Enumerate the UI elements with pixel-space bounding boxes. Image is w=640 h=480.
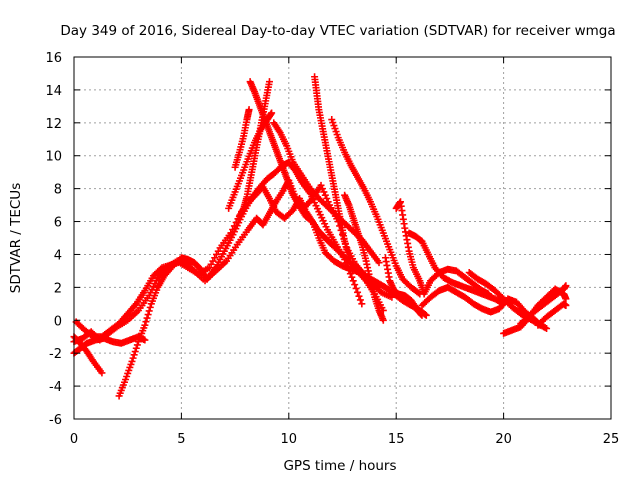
data-point bbox=[131, 348, 139, 356]
data-point bbox=[349, 277, 357, 285]
data-point bbox=[141, 321, 149, 329]
data-point bbox=[351, 281, 359, 289]
data-point bbox=[418, 311, 426, 319]
data-point bbox=[562, 295, 570, 303]
data-point bbox=[133, 341, 141, 349]
data-point bbox=[144, 311, 152, 319]
y-tick-label: 6 bbox=[54, 216, 62, 231]
data-point bbox=[268, 109, 276, 117]
data-point bbox=[142, 318, 150, 326]
data-point bbox=[320, 188, 328, 196]
data-point bbox=[562, 301, 570, 309]
data-point bbox=[130, 351, 138, 359]
series-track-21 bbox=[534, 300, 570, 329]
data-point bbox=[379, 316, 387, 324]
x-tick-label: 5 bbox=[177, 432, 185, 447]
x-tick-label: 0 bbox=[70, 432, 78, 447]
data-point bbox=[321, 191, 329, 199]
data-point bbox=[307, 217, 315, 225]
y-tick-label: 10 bbox=[45, 150, 62, 165]
data-point bbox=[317, 181, 325, 189]
y-tick-label: 14 bbox=[45, 84, 62, 99]
data-point bbox=[245, 106, 253, 114]
data-point bbox=[345, 254, 353, 262]
data-point bbox=[348, 273, 356, 281]
data-point bbox=[352, 284, 360, 292]
data-point bbox=[356, 296, 364, 304]
chart-title: Day 349 of 2016, Sidereal Day-to-day VTE… bbox=[60, 23, 615, 39]
y-tick-label: 2 bbox=[54, 281, 62, 296]
data-point bbox=[235, 213, 243, 221]
data-point bbox=[145, 307, 153, 315]
plot-border bbox=[73, 56, 612, 420]
data-point bbox=[355, 292, 363, 300]
data-point bbox=[562, 282, 570, 290]
grid-lines bbox=[74, 57, 611, 419]
y-tick-label: 4 bbox=[54, 248, 62, 263]
y-tick-label: 16 bbox=[45, 51, 62, 66]
data-points bbox=[70, 73, 570, 400]
data-point bbox=[132, 344, 140, 352]
series-track-9 bbox=[235, 78, 273, 221]
data-point bbox=[318, 185, 326, 193]
data-point bbox=[141, 336, 149, 344]
data-point bbox=[98, 369, 106, 377]
x-tick-label: 10 bbox=[281, 432, 298, 447]
data-point bbox=[541, 324, 549, 332]
data-point bbox=[341, 255, 349, 263]
x-tick-label: 15 bbox=[388, 432, 405, 447]
x-axis-label: GPS time / hours bbox=[283, 458, 396, 474]
series-track-13 bbox=[341, 191, 387, 324]
data-point bbox=[146, 303, 154, 311]
x-tick-label: 20 bbox=[495, 432, 512, 447]
y-tick-label: -6 bbox=[49, 413, 62, 428]
data-point bbox=[543, 325, 551, 332]
data-point bbox=[143, 314, 151, 322]
data-point bbox=[128, 357, 136, 365]
y-tick-label: -4 bbox=[49, 380, 62, 395]
series-track-20 bbox=[517, 282, 570, 328]
series-track-3 bbox=[115, 158, 366, 400]
series-track-12 bbox=[328, 116, 424, 298]
data-point bbox=[375, 259, 383, 267]
data-point bbox=[414, 289, 422, 297]
series-track-11 bbox=[311, 73, 353, 262]
series-track-6 bbox=[231, 106, 253, 171]
data-point bbox=[354, 288, 362, 296]
data-point bbox=[358, 300, 366, 308]
y-axis-label: SDTVAR / TECUs bbox=[8, 183, 24, 293]
series-track-15 bbox=[381, 254, 426, 319]
data-point bbox=[129, 354, 137, 362]
y-tick-label: 12 bbox=[45, 117, 62, 132]
data-point bbox=[323, 195, 331, 203]
y-tick-label: 0 bbox=[54, 314, 62, 329]
axis-ticks: 0 5 10 15 20 25 -6 -4 -2 0 2 4 6 8 10 12 14 16 bbox=[45, 51, 619, 447]
x-tick-label: 25 bbox=[603, 432, 620, 447]
y-tick-label: 8 bbox=[54, 183, 62, 198]
y-tick-label: -2 bbox=[49, 347, 62, 362]
